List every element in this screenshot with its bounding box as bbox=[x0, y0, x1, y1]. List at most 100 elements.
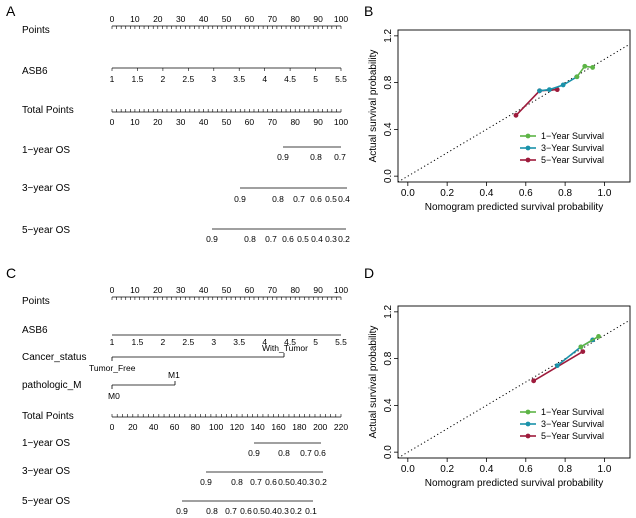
row-label-5-year-os: 5−year OS bbox=[22, 225, 70, 236]
tick: 80 bbox=[290, 117, 300, 127]
row-label-cancer-status: Cancer_status bbox=[22, 352, 86, 363]
tick: 0.5 bbox=[253, 506, 265, 516]
panel-label-c: C bbox=[6, 265, 16, 281]
legend-entry: 3−Year Survival bbox=[541, 419, 604, 429]
x-tick-label: 0.8 bbox=[558, 464, 572, 475]
x-tick-label: 1.0 bbox=[597, 464, 611, 475]
tick: 2 bbox=[161, 74, 166, 84]
data-point bbox=[554, 363, 560, 369]
legend-entry: 5−Year Survival bbox=[541, 155, 604, 165]
y-tick-label: 0.8 bbox=[383, 75, 394, 89]
tick: 40 bbox=[199, 14, 209, 24]
x-tick-label: 0.4 bbox=[480, 188, 494, 199]
5-year-os-ticks: 0.9 0.8 0.7 0.6 0.5 0.4 0.3 0.2 bbox=[206, 234, 350, 244]
row-label-points: Points bbox=[22, 296, 50, 307]
tick: 0.4 bbox=[338, 194, 350, 204]
tick: 0.9 bbox=[206, 234, 218, 244]
series-line bbox=[539, 76, 578, 92]
x-axis-label: Nomogram predicted survival probability bbox=[425, 478, 603, 489]
tick: 90 bbox=[313, 14, 323, 24]
x-tick-label: 0.2 bbox=[440, 188, 454, 199]
tick: 1.5 bbox=[131, 74, 143, 84]
tick: 40 bbox=[199, 117, 209, 127]
calibration-plot-d: 0.0 0.2 0.4 0.6 0.8 1.0 0.0 0.4 0.8 1.2 Nomogram p… bbox=[368, 304, 631, 489]
tick: 180 bbox=[292, 422, 306, 432]
tick: 0 bbox=[110, 422, 115, 432]
tick: 2.5 bbox=[182, 74, 194, 84]
total-points-ticks: 0 10 20 30 40 50 60 70 80 90 100 bbox=[110, 117, 349, 127]
x-tick-label: 0.0 bbox=[401, 188, 415, 199]
nomogram-c: Points 0 10 20 30 40 50 60 70 80 90 100 … bbox=[22, 285, 348, 516]
x-tick-label: 0.0 bbox=[401, 464, 415, 475]
series-line bbox=[515, 88, 558, 116]
tick: 90 bbox=[313, 285, 323, 295]
tick: 0.8 bbox=[206, 506, 218, 516]
tick: 0 bbox=[110, 285, 115, 295]
tick: 60 bbox=[170, 422, 180, 432]
legend-marker bbox=[525, 133, 531, 139]
total-points-ticks: 0 20 40 60 80 100 120 140 160 180 200 22… bbox=[110, 422, 349, 432]
nomogram-a: Points 0 10 20 30 40 50 60 70 80 90 100 … bbox=[22, 14, 350, 244]
data-point bbox=[582, 63, 588, 69]
tick: 0.2 bbox=[290, 506, 302, 516]
panel-label-a: A bbox=[6, 3, 16, 19]
legend-marker bbox=[525, 433, 531, 439]
tick: 5.5 bbox=[335, 337, 347, 347]
tick: 4.5 bbox=[284, 337, 296, 347]
data-point bbox=[560, 82, 566, 88]
x-axis-label: Nomogram predicted survival probability bbox=[425, 202, 603, 213]
panel-label-d: D bbox=[364, 265, 374, 281]
tick-with-tumor: With_Tumor bbox=[262, 343, 308, 353]
tick: 0.8 bbox=[310, 152, 322, 162]
tick: 0.7 bbox=[300, 448, 312, 458]
row-label-3-year-os: 3−year OS bbox=[22, 183, 70, 194]
tick: 0.2 bbox=[338, 234, 350, 244]
tick: 0 bbox=[110, 117, 115, 127]
tick: 0.8 bbox=[231, 477, 243, 487]
tick: 0.5 bbox=[278, 477, 290, 487]
tick: 0.8 bbox=[278, 448, 290, 458]
5-year-os-ticks: 0.9 0.8 0.7 0.6 0.5 0.4 0.3 0.2 0.1 bbox=[176, 506, 317, 516]
data-point bbox=[513, 112, 519, 118]
tick: 0.7 bbox=[265, 234, 277, 244]
y-tick-label: 0.4 bbox=[383, 398, 394, 412]
tick: 5.5 bbox=[335, 74, 347, 84]
tick: 220 bbox=[334, 422, 348, 432]
tick: 4 bbox=[262, 337, 267, 347]
tick: 0.4 bbox=[311, 234, 323, 244]
points-ticks: 0 10 20 30 40 50 60 70 80 90 100 bbox=[110, 285, 349, 295]
tick-m0: M0 bbox=[108, 391, 120, 401]
y-tick-label: 1.2 bbox=[383, 304, 394, 318]
tick: 5 bbox=[313, 74, 318, 84]
y-tick-label: 0.4 bbox=[383, 122, 394, 136]
1-year-os-ticks: 0.9 0.8 0.7 0.6 bbox=[248, 448, 326, 458]
tick: 0.9 bbox=[234, 194, 246, 204]
calibration-plot-b: 0.0 0.2 0.4 0.6 0.8 1.0 0.0 0.4 0.8 1.2 Nomogram p… bbox=[368, 28, 631, 213]
tick: 0.6 bbox=[265, 477, 277, 487]
y-axis-label: Actual survival probability bbox=[368, 50, 379, 163]
3-year-os-ticks: 0.9 0.8 0.7 0.6 0.5 0.4 bbox=[234, 194, 350, 204]
tick: 0.7 bbox=[334, 152, 346, 162]
data-point bbox=[574, 74, 580, 80]
tick: 20 bbox=[153, 14, 163, 24]
tick: 40 bbox=[149, 422, 159, 432]
row-label-3-year-os: 3−year OS bbox=[22, 466, 70, 477]
tick: 100 bbox=[334, 285, 348, 295]
row-label-asb6: ASB6 bbox=[22, 325, 48, 336]
tick: 90 bbox=[313, 117, 323, 127]
tick: 30 bbox=[176, 285, 186, 295]
row-label-points: Points bbox=[22, 25, 50, 36]
y-tick-label: 1.2 bbox=[383, 28, 394, 42]
y-tick-label: 0.0 bbox=[383, 445, 394, 459]
tick: 30 bbox=[176, 117, 186, 127]
tick: 0.8 bbox=[244, 234, 256, 244]
row-label-1-year-os: 1−year OS bbox=[22, 145, 70, 156]
plot-frame bbox=[397, 29, 631, 183]
tick: 0.9 bbox=[176, 506, 188, 516]
tick: 20 bbox=[153, 285, 163, 295]
tick: 200 bbox=[313, 422, 327, 432]
legend-marker bbox=[525, 145, 531, 151]
tick: 80 bbox=[290, 14, 300, 24]
data-point bbox=[580, 349, 586, 354]
